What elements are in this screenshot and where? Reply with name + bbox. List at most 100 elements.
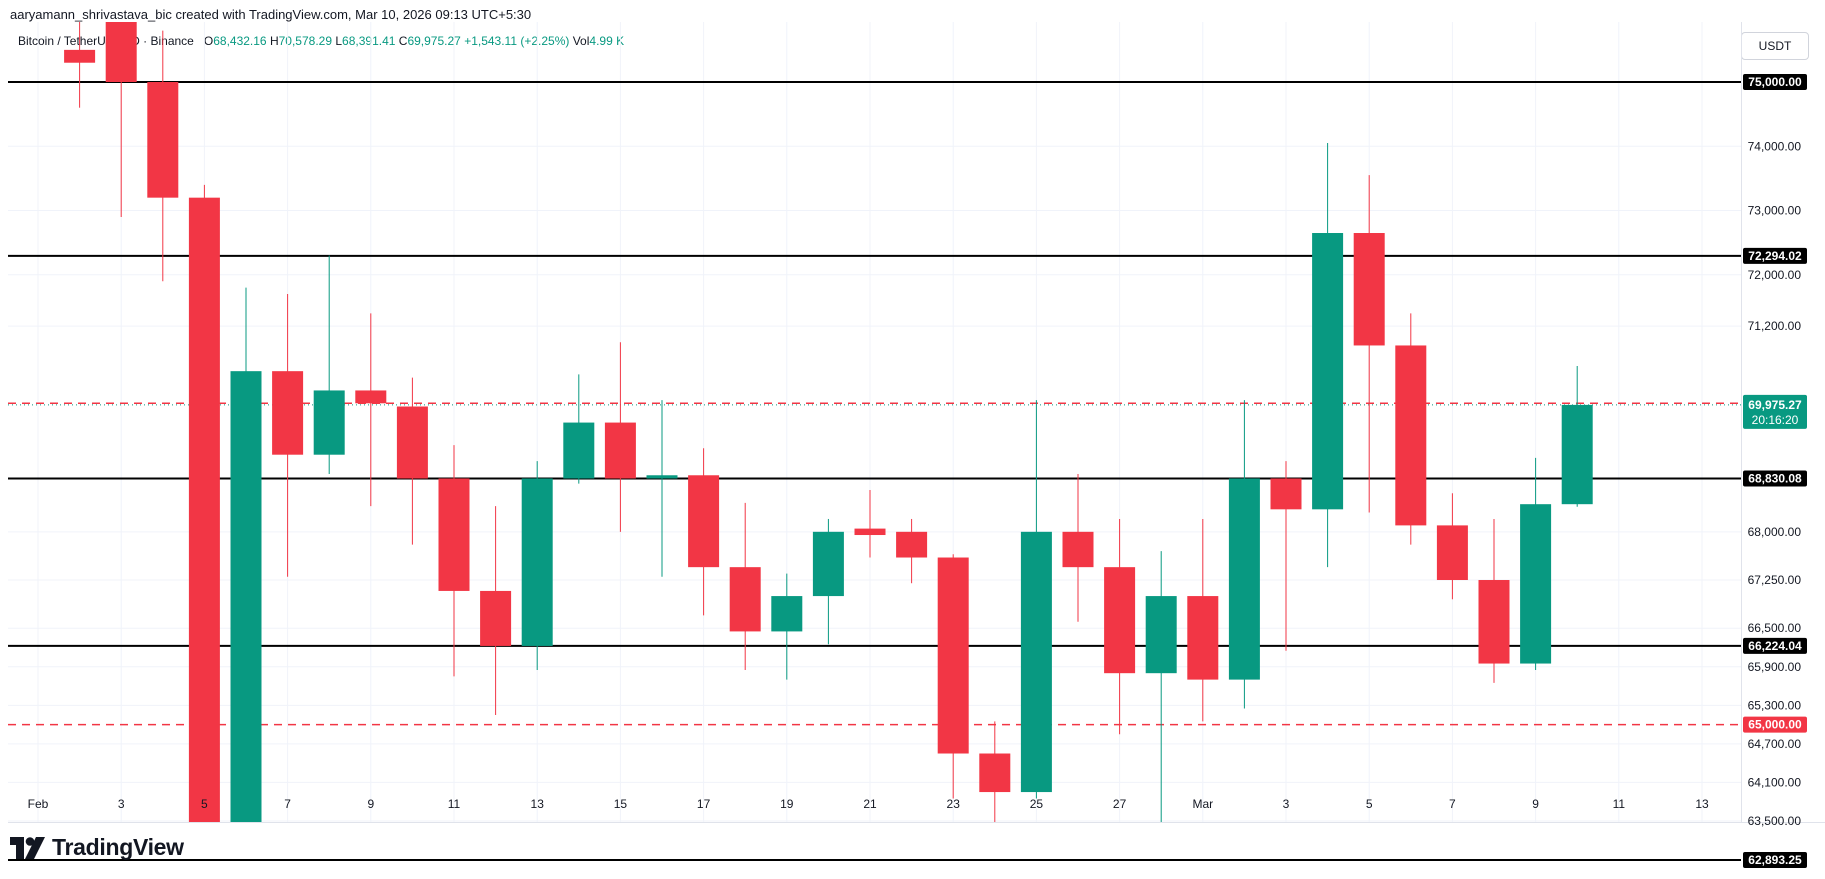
y-tick-label: 71,200.00 xyxy=(1748,319,1802,333)
candle xyxy=(313,255,345,474)
x-tick-label: 5 xyxy=(201,797,208,811)
candle-body xyxy=(1104,567,1136,674)
y-tick-label: 73,000.00 xyxy=(1748,204,1802,218)
x-tick-label: 19 xyxy=(780,797,794,811)
y-tick-label: 65,900.00 xyxy=(1748,660,1802,674)
candle xyxy=(646,400,678,577)
candle xyxy=(396,377,428,545)
candle xyxy=(147,30,179,282)
level-price-label: 66,224.04 xyxy=(1743,637,1807,654)
candle xyxy=(812,518,844,645)
svg-text:68,830.08: 68,830.08 xyxy=(1748,471,1802,485)
svg-text:65,000.00: 65,000.00 xyxy=(1748,718,1802,732)
y-tick-label: 67,250.00 xyxy=(1748,573,1802,587)
candle-body xyxy=(1353,233,1385,346)
candle xyxy=(230,287,262,822)
x-tick-label: 25 xyxy=(1030,797,1044,811)
low-label: L xyxy=(335,34,343,48)
y-tick-label: 65,300.00 xyxy=(1748,698,1802,712)
candle-body xyxy=(1436,525,1468,581)
candle xyxy=(1104,518,1136,735)
candle-body xyxy=(188,197,220,822)
x-tick-label: 7 xyxy=(284,797,291,811)
y-tick-label: 66,500.00 xyxy=(1748,621,1802,635)
candle-body xyxy=(1520,504,1552,664)
x-tick-label: 11 xyxy=(448,797,461,811)
symbol-legend: Bitcoin / TetherUS · 1D · Binance O68,43… xyxy=(18,34,624,48)
candle xyxy=(729,502,761,670)
candle-body xyxy=(604,422,636,479)
low-value: 68,391.41 xyxy=(342,34,396,48)
candle xyxy=(1145,551,1177,822)
x-tick-label: 27 xyxy=(1113,797,1127,811)
candle xyxy=(1561,366,1593,507)
y-tick-label: 74,000.00 xyxy=(1748,139,1802,153)
candle-body xyxy=(937,557,969,754)
candle-body xyxy=(979,753,1011,793)
candle xyxy=(64,22,96,108)
candle xyxy=(1395,313,1427,545)
x-tick-label: Feb xyxy=(28,797,49,811)
candle xyxy=(854,490,886,558)
y-tick-label: 68,000.00 xyxy=(1748,525,1802,539)
candle xyxy=(521,461,553,670)
last-price-value: 69,975.27 xyxy=(1748,398,1802,412)
x-tick-label: 3 xyxy=(1283,797,1290,811)
candle-body xyxy=(1187,596,1219,680)
candle xyxy=(1312,143,1344,568)
y-tick-label: 72,000.00 xyxy=(1748,268,1802,282)
high-value: 70,578.29 xyxy=(278,34,333,48)
candle xyxy=(771,573,803,680)
candle-body xyxy=(1020,531,1052,793)
open-label: O xyxy=(203,34,214,48)
candle-body xyxy=(1145,596,1177,674)
candle-body xyxy=(147,82,179,198)
high-label: H xyxy=(269,34,279,48)
candle xyxy=(438,445,470,677)
candle-body xyxy=(1478,580,1510,664)
candle xyxy=(480,506,512,715)
chart-axes: Feb 3 5 7 9 11 13 15 17 19 21 23 25 27 Mar 3 5 7 9 11 13 74,0… xyxy=(8,22,1825,828)
candle-body xyxy=(272,371,304,455)
x-tick-label: Mar xyxy=(1192,797,1213,811)
x-tick-label: 21 xyxy=(863,797,877,811)
close-label: C xyxy=(398,34,408,48)
candle-body xyxy=(64,49,96,63)
x-tick-label: 11 xyxy=(1613,797,1626,811)
candle xyxy=(188,184,220,822)
x-tick-label: 7 xyxy=(1449,797,1456,811)
candle-body xyxy=(480,590,512,646)
level-labels: 75,000.00 72,294.02 68,830.08 66,224.04 62,8… xyxy=(1743,74,1807,868)
currency-button[interactable]: USDT xyxy=(1741,32,1809,60)
candle xyxy=(688,448,720,616)
candle-body xyxy=(896,531,928,558)
candle-body xyxy=(438,478,470,591)
candle-body xyxy=(812,531,844,597)
x-tick-label: 3 xyxy=(118,797,125,811)
tradingview-logo[interactable]: TradingView xyxy=(10,834,184,861)
candle xyxy=(937,554,969,799)
candle-body xyxy=(355,390,387,404)
candle xyxy=(979,721,1011,822)
candle-body xyxy=(1312,233,1344,510)
candle-body xyxy=(1228,478,1260,680)
x-tick-label: 13 xyxy=(1695,797,1709,811)
bar-countdown: 20:16:20 xyxy=(1752,413,1799,427)
candle xyxy=(1478,518,1510,683)
candle-body xyxy=(313,390,345,455)
candle xyxy=(1062,473,1094,622)
x-tick-label: 15 xyxy=(614,797,628,811)
chart-credit: aaryamann_shrivastava_bic created with T… xyxy=(10,7,532,22)
close-value: 69,975.27 xyxy=(407,34,461,48)
candle xyxy=(1353,175,1385,513)
x-tick-label: 5 xyxy=(1366,797,1373,811)
candle-body xyxy=(1270,478,1302,510)
level-price-label: 75,000.00 xyxy=(1743,74,1807,90)
svg-text:62,893.25: 62,893.25 xyxy=(1748,853,1802,867)
candle xyxy=(272,294,304,577)
candle xyxy=(896,518,928,584)
candle xyxy=(355,313,387,507)
y-tick-label: 63,500.00 xyxy=(1748,814,1802,828)
